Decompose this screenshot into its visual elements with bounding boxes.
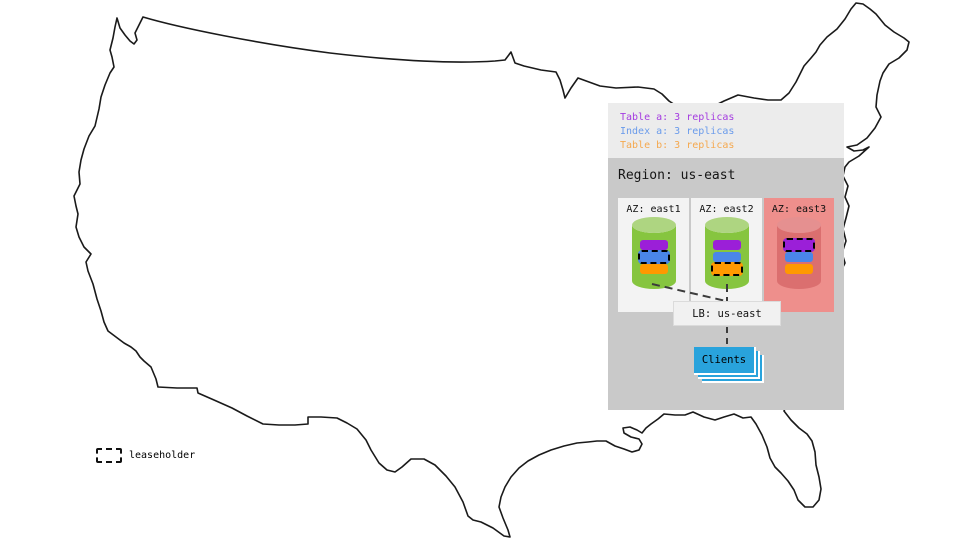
clients-label: Clients bbox=[701, 354, 747, 366]
clients-box: Clients bbox=[694, 347, 756, 375]
replica-bar-table-b-leaseholder bbox=[710, 262, 743, 276]
cylinder-top bbox=[704, 217, 749, 233]
replica-bar-index-a bbox=[712, 252, 741, 262]
az-east3-label: AZ: east3 bbox=[771, 204, 827, 215]
replica-bar-index-a-leaseholder bbox=[637, 250, 670, 264]
az-zone-east2: AZ: east2 bbox=[691, 198, 762, 312]
connector-lines bbox=[651, 283, 728, 347]
replica-bar-table-a bbox=[639, 240, 668, 250]
az-zone-east1: AZ: east1 bbox=[618, 198, 689, 312]
replica-bar-table-b bbox=[785, 264, 813, 274]
connector-east1-to-lb bbox=[651, 283, 727, 302]
region-panel: Region: us-east AZ: east1 AZ: east2 bbox=[608, 158, 844, 410]
legend-item-index-a: Index a: 3 replicas bbox=[620, 126, 735, 137]
replica-bar-index-a bbox=[785, 252, 813, 262]
leaseholder-key-label: leaseholder bbox=[129, 450, 196, 461]
leaseholder-swatch-icon bbox=[96, 448, 122, 463]
az-east2-label: AZ: east2 bbox=[699, 204, 754, 215]
region-title: Region: us-east bbox=[618, 168, 736, 183]
cylinder-top bbox=[631, 217, 676, 233]
replica-bar-table-a bbox=[712, 240, 741, 250]
legend-item-table-b: Table b: 3 replicas bbox=[620, 140, 735, 151]
clients-stack: Clients bbox=[694, 347, 764, 383]
az-zone-east3: AZ: east3 bbox=[764, 198, 834, 312]
lb-label: LB: us-east bbox=[692, 307, 762, 320]
us-border-path bbox=[73, 2, 910, 538]
replica-bar-table-a-leaseholder bbox=[783, 238, 815, 252]
legend-item-table-a: Table a: 3 replicas bbox=[620, 112, 735, 123]
cylinder-top bbox=[777, 217, 821, 233]
lb-box: LB: us-east bbox=[673, 301, 781, 326]
replica-bar-table-b bbox=[639, 264, 668, 274]
leaseholder-key: leaseholder bbox=[96, 448, 195, 463]
replica-legend: Table a: 3 replicas Index a: 3 replicas … bbox=[608, 103, 844, 158]
az-east1-label: AZ: east1 bbox=[626, 204, 681, 215]
